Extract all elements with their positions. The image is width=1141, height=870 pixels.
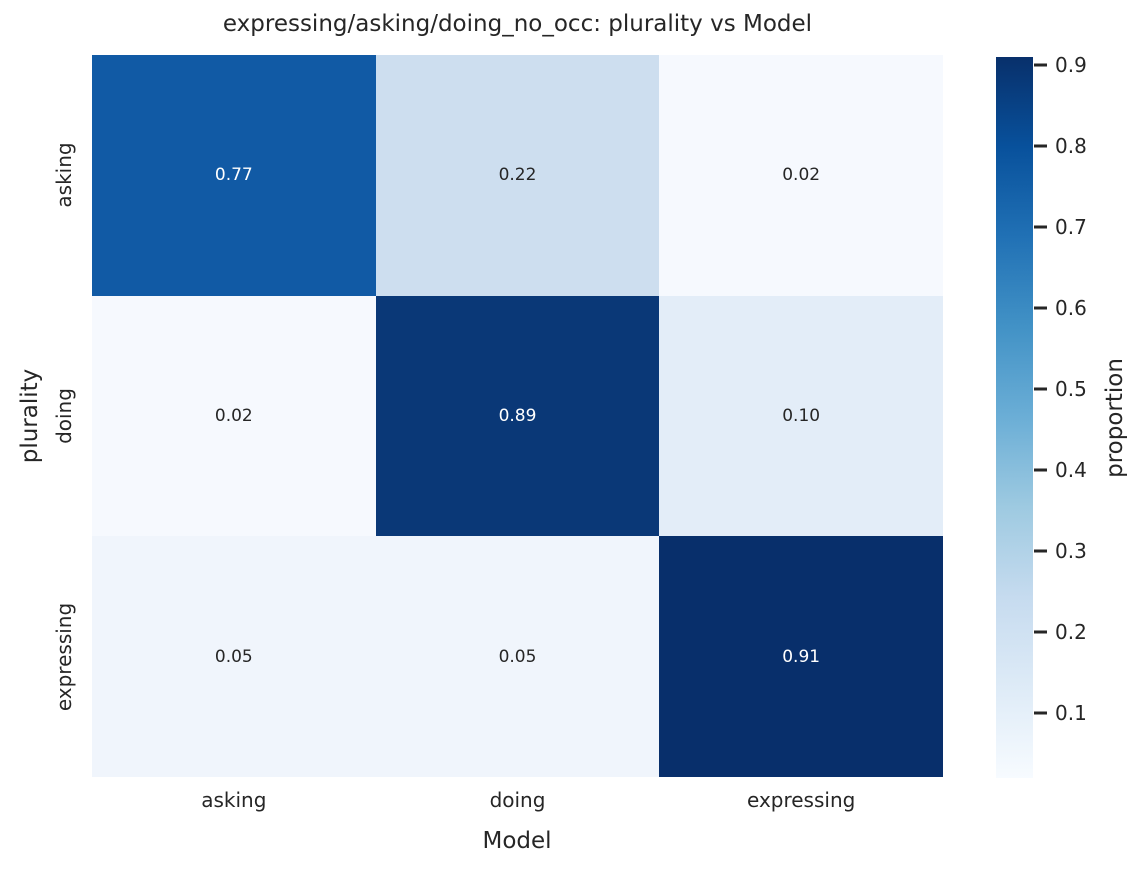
y-tick-asking: asking — [52, 142, 76, 208]
colorbar-tick-label: 0.3 — [1055, 539, 1087, 564]
colorbar-tick-mark — [1034, 225, 1047, 229]
cell-value: 0.77 — [214, 165, 253, 186]
colorbar-tick-label: 0.8 — [1055, 134, 1087, 159]
colorbar-tick-mark — [1034, 306, 1047, 310]
cell-value: 0.91 — [782, 646, 821, 667]
heatmap-grid: 0.77 0.22 0.02 0.02 0.89 0.10 0.05 0.05 0.91 — [92, 55, 943, 777]
cell-value: 0.02 — [214, 405, 253, 426]
cell-value: 0.05 — [498, 646, 537, 667]
colorbar-tick-mark — [1034, 468, 1047, 472]
colorbar-tick-mark — [1034, 144, 1047, 148]
colorbar-tick-label: 0.7 — [1055, 215, 1087, 240]
x-tick-expressing: expressing — [746, 788, 856, 812]
heatmap-cell-doing-asking: 0.02 — [92, 295, 376, 537]
heatmap-cell-asking-doing: 0.22 — [375, 55, 660, 296]
chart-title: expressing/asking/doing_no_occ: pluralit… — [222, 11, 813, 37]
cell-value: 0.02 — [782, 165, 821, 186]
heatmap-cell-doing-expressing: 0.10 — [659, 295, 943, 537]
colorbar-tick-mark — [1034, 63, 1047, 67]
colorbar-tick-label: 0.2 — [1055, 620, 1087, 645]
y-tick-doing: doing — [52, 388, 76, 444]
colorbar-tick-mark — [1034, 387, 1047, 391]
colorbar-tick-label: 0.6 — [1055, 296, 1087, 321]
cell-value: 0.89 — [498, 405, 537, 426]
heatmap-cell-doing-doing: 0.89 — [375, 295, 660, 537]
cell-value: 0.22 — [498, 165, 537, 186]
colorbar-label: proportion — [1102, 358, 1128, 478]
heatmap-cell-expressing-doing: 0.05 — [375, 536, 660, 777]
x-tick-asking: asking — [201, 788, 267, 812]
colorbar-tick-label: 0.9 — [1055, 53, 1087, 78]
heatmap-cell-asking-expressing: 0.02 — [659, 55, 943, 296]
x-tick-doing: doing — [489, 788, 546, 812]
heatmap-cell-expressing-asking: 0.05 — [92, 536, 376, 777]
y-axis-label: plurality — [17, 368, 43, 464]
heatmap-cell-expressing-expressing: 0.91 — [659, 536, 943, 777]
colorbar-tick-mark — [1034, 630, 1047, 634]
cell-value: 0.10 — [782, 405, 821, 426]
colorbar-tick-mark — [1034, 711, 1047, 715]
x-axis-label: Model — [482, 828, 552, 854]
heatmap-cell-asking-asking: 0.77 — [92, 55, 376, 296]
colorbar-gradient — [996, 57, 1033, 778]
colorbar-tick-mark — [1034, 549, 1047, 553]
colorbar-tick-label: 0.5 — [1055, 377, 1087, 402]
y-tick-expressing: expressing — [52, 602, 76, 711]
colorbar-tick-label: 0.4 — [1055, 458, 1087, 483]
cell-value: 0.05 — [214, 646, 253, 667]
colorbar-tick-label: 0.1 — [1055, 701, 1087, 726]
